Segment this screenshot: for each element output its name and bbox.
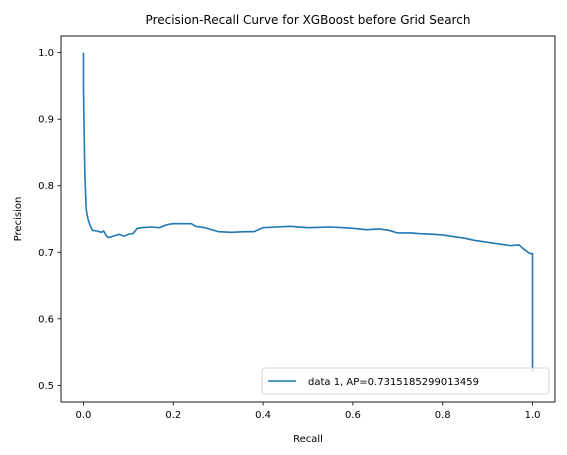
y-axis-label: Precision <box>13 197 24 242</box>
legend-label: data 1, AP=0.7315185299013459 <box>308 377 479 388</box>
x-tick-label: 0.0 <box>76 410 92 421</box>
y-tick-label: 0.9 <box>38 115 54 126</box>
y-tick-label: 0.5 <box>38 381 54 392</box>
x-axis-label: Recall <box>293 434 323 445</box>
x-tick-label: 0.2 <box>165 410 181 421</box>
y-tick-label: 0.7 <box>38 248 54 259</box>
plot-area: 0.0 0.2 0.4 0.6 0.8 1.0 0.5 0.6 0.7 0.8 0.9 1.0 <box>38 35 556 421</box>
x-axis: 0.0 0.2 0.4 0.6 0.8 1.0 <box>76 402 541 421</box>
y-tick-label: 0.6 <box>38 314 54 325</box>
y-tick-label: 0.8 <box>38 181 54 192</box>
chart-title: Precision-Recall Curve for XGBoost befor… <box>146 13 471 27</box>
x-tick-label: 0.4 <box>255 410 271 421</box>
x-tick-label: 1.0 <box>525 410 541 421</box>
legend: data 1, AP=0.7315185299013459 <box>261 367 550 395</box>
axes-frame <box>60 35 556 403</box>
y-tick-label: 1.0 <box>38 48 54 59</box>
y-axis: 0.5 0.6 0.7 0.8 0.9 1.0 <box>38 48 61 392</box>
series-line <box>82 52 534 373</box>
legend-box <box>261 367 550 395</box>
x-tick-label: 0.8 <box>435 410 451 421</box>
x-tick-label: 0.6 <box>345 410 361 421</box>
